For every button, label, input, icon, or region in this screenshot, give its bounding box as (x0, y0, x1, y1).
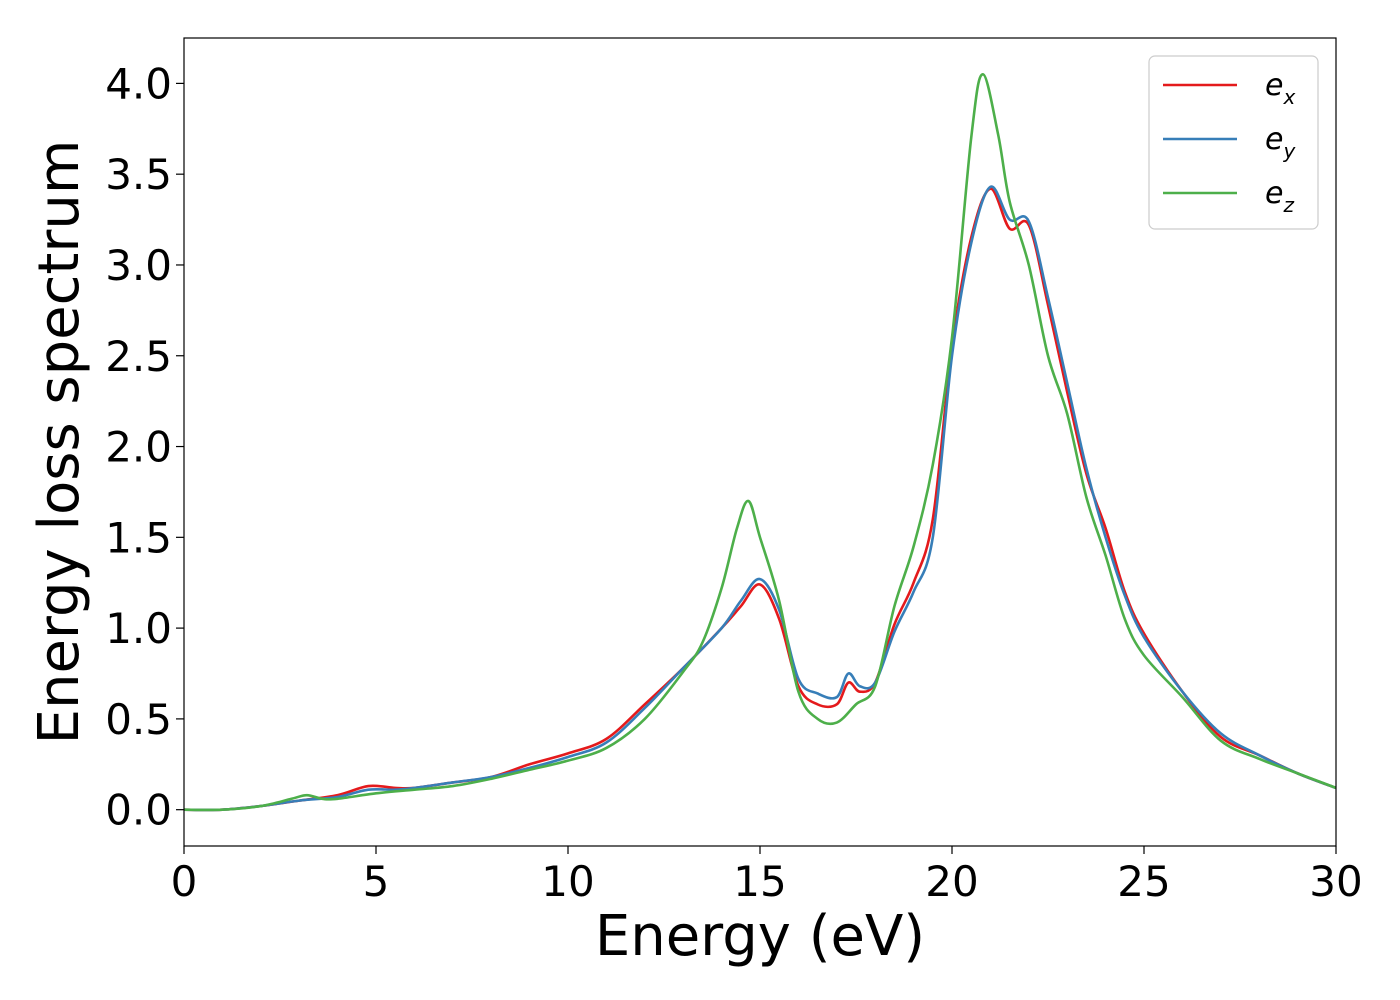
x-tick-label: 10 (541, 857, 594, 906)
y-tick-label: 2.5 (105, 332, 172, 381)
y-tick-label: 0.0 (105, 786, 172, 835)
legend-label-base: e (1265, 68, 1283, 103)
legend-label-base: e (1265, 176, 1283, 211)
legend-label-subscript: y (1282, 139, 1296, 163)
y-tick-label: 2.0 (105, 423, 172, 472)
y-axis: 0.0 0.5 1.0 1.5 2.0 2.5 3.0 3.5 4.0 (105, 59, 184, 835)
y-tick-label: 3.5 (105, 150, 172, 199)
series-line-y (183, 185, 1337, 812)
x-tick-label: 15 (733, 857, 786, 906)
legend-label-z: ez (1265, 176, 1294, 217)
x-tick-label: 5 (363, 857, 390, 906)
x-tick-label: 25 (1117, 857, 1170, 906)
series-line-z (183, 73, 1337, 812)
y-tick-label: 1.0 (105, 604, 172, 653)
legend-label-y: ey (1265, 122, 1296, 163)
x-tick-label: 20 (925, 857, 978, 906)
y-tick-label: 0.5 (105, 695, 172, 744)
x-axis: 0 5 10 15 20 25 30 (171, 846, 1363, 906)
y-tick-label: 1.5 (105, 513, 172, 562)
legend-box (1148, 55, 1319, 230)
y-tick-label: 4.0 (105, 59, 172, 108)
legend-label-x: ex (1265, 68, 1295, 109)
x-tick-label: 0 (171, 857, 198, 906)
x-axis-title: Energy (eV) (595, 904, 925, 969)
legend-label-subscript: z (1282, 193, 1294, 217)
y-axis-title: Energy loss spectrum (27, 140, 92, 745)
legend-label-subscript: x (1282, 85, 1295, 109)
legend-label-base: e (1265, 122, 1283, 157)
series-layer (183, 73, 1337, 812)
y-tick-label: 3.0 (105, 241, 172, 290)
x-tick-label: 30 (1309, 857, 1362, 906)
